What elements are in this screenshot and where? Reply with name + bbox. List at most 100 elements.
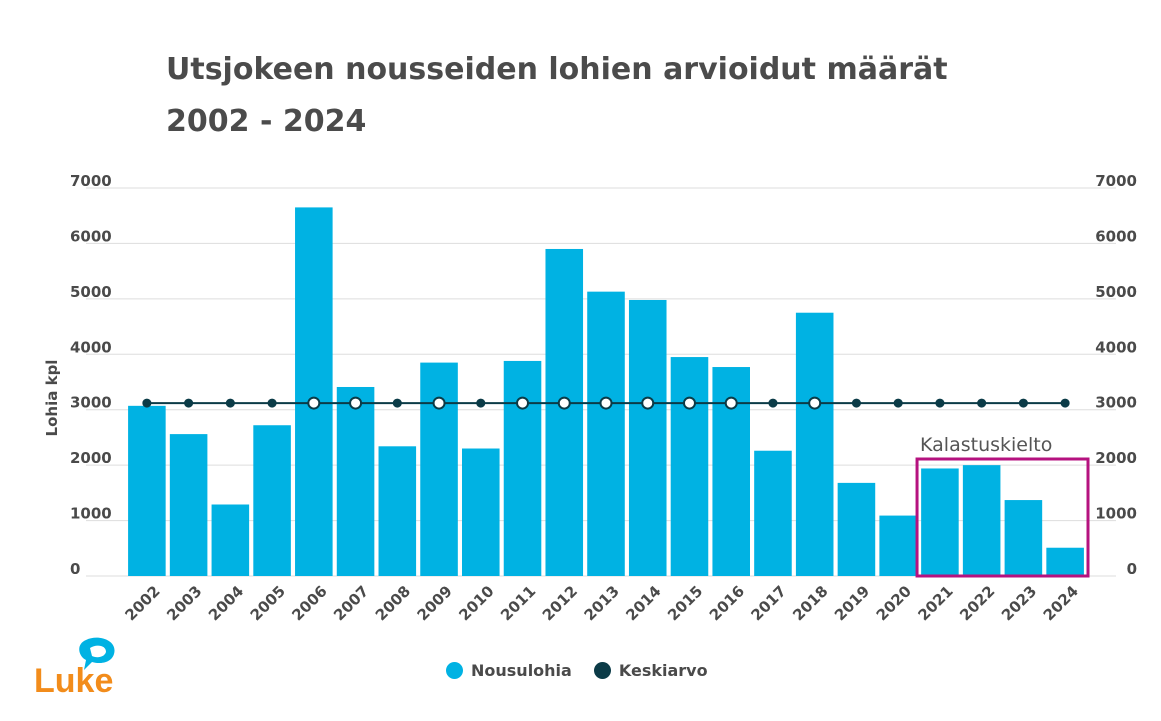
y-tick-label-right: 0	[1127, 560, 1137, 578]
y-tick-label-left: 6000	[70, 227, 112, 245]
bar	[420, 362, 458, 576]
x-tick-label: 2020	[873, 582, 915, 624]
bar	[879, 515, 917, 576]
average-point	[808, 396, 822, 410]
y-tick-label-right: 1000	[1095, 505, 1137, 523]
bar	[545, 248, 584, 576]
bar	[462, 448, 500, 576]
x-tick-label: 2008	[372, 582, 414, 624]
logo-text: Luke	[34, 662, 113, 696]
bar	[169, 434, 208, 576]
average-point	[184, 398, 194, 408]
x-tick-label: 2021	[914, 582, 956, 624]
x-tick-label: 2011	[497, 582, 539, 624]
average-point	[682, 396, 696, 410]
x-tick-label: 2005	[247, 582, 289, 624]
average-point	[392, 398, 402, 408]
legend: Nousulohia Keskiarvo	[446, 661, 708, 680]
average-point	[599, 396, 613, 410]
average-point	[307, 396, 321, 410]
x-tick-label: 2022	[956, 582, 998, 624]
bar	[921, 468, 959, 576]
average-point	[142, 398, 152, 408]
y-tick-label-left: 5000	[70, 283, 112, 301]
x-tick-label: 2015	[664, 582, 706, 624]
x-tick-label: 2006	[288, 582, 330, 624]
x-tick-label: 2024	[1040, 582, 1082, 624]
bar	[128, 405, 166, 576]
bar	[587, 291, 625, 576]
y-tick-label-left: 0	[70, 560, 80, 578]
luke-logo-mark: Luke	[34, 637, 115, 700]
average-point	[1060, 398, 1070, 408]
x-tick-label: 2017	[748, 582, 790, 624]
y-tick-label-right: 2000	[1095, 449, 1137, 467]
bar	[670, 357, 709, 576]
average-point	[516, 396, 530, 410]
y-tick-label-right: 3000	[1095, 394, 1137, 412]
legend-label-nousulohia: Nousulohia	[471, 661, 572, 680]
title-line-1: Utsjokeen nousseiden lohien arvioidut mä…	[166, 52, 948, 87]
legend-label-keskiarvo: Keskiarvo	[618, 661, 708, 680]
legend-item-keskiarvo: Keskiarvo	[593, 661, 708, 680]
average-point	[724, 396, 738, 410]
bar	[795, 312, 834, 576]
x-tick-label: 2013	[581, 582, 623, 624]
bar	[962, 465, 1001, 576]
fishing-ban-label: Kalastuskielto	[920, 434, 1052, 456]
bar	[336, 386, 375, 576]
average-point	[1018, 398, 1028, 408]
y-tick-label-left: 2000	[70, 449, 112, 467]
bar	[295, 207, 333, 576]
y-tick-label-right: 5000	[1095, 283, 1137, 301]
legend-swatch-nousulohia	[446, 662, 463, 679]
x-tick-label: 2014	[622, 582, 664, 624]
average-point	[893, 398, 903, 408]
bar	[1046, 547, 1084, 576]
bar	[754, 450, 792, 576]
x-tick-label: 2010	[455, 582, 497, 624]
chart-title: Utsjokeen nousseiden lohien arvioidut mä…	[166, 44, 948, 148]
bar	[503, 360, 542, 576]
fishing-ban-box	[915, 457, 1090, 578]
average-point	[557, 396, 571, 410]
average-point	[768, 398, 778, 408]
bar	[1004, 500, 1043, 576]
y-tick-label-right: 6000	[1095, 227, 1137, 245]
bar	[837, 482, 876, 576]
x-tick-label: 2012	[539, 582, 581, 624]
x-tick-label: 2003	[163, 582, 205, 624]
title-line-2: 2002 - 2024	[166, 104, 367, 139]
x-tick-label: 2002	[121, 582, 163, 624]
average-point	[935, 398, 945, 408]
x-tick-label: 2004	[205, 582, 247, 624]
bar	[378, 446, 417, 576]
luke-logo: Luke	[34, 636, 124, 700]
average-point	[977, 398, 987, 408]
y-axis-label: Lohia kpl	[43, 360, 61, 437]
y-tick-label-right: 7000	[1095, 172, 1137, 190]
average-point	[851, 398, 861, 408]
y-tick-label-left: 3000	[70, 394, 112, 412]
average-point	[641, 396, 655, 410]
y-tick-label-left: 4000	[70, 338, 112, 356]
y-tick-label-right: 4000	[1095, 338, 1137, 356]
bar	[628, 299, 667, 576]
average-point	[349, 396, 363, 410]
legend-swatch-keskiarvo	[593, 662, 611, 679]
x-tick-label: 2018	[789, 582, 831, 624]
average-point	[432, 396, 446, 410]
bar	[211, 504, 250, 576]
x-tick-label: 2007	[330, 582, 372, 624]
average-point	[267, 398, 277, 408]
x-tick-label: 2019	[831, 582, 873, 624]
y-tick-label-left: 7000	[70, 172, 112, 190]
average-point	[225, 398, 235, 408]
x-tick-label: 2016	[706, 582, 748, 624]
x-tick-label: 2023	[998, 582, 1040, 624]
bar	[253, 425, 291, 576]
x-tick-label: 2009	[414, 582, 456, 624]
legend-item-nousulohia: Nousulohia	[446, 661, 572, 680]
y-tick-label-left: 1000	[70, 505, 112, 523]
